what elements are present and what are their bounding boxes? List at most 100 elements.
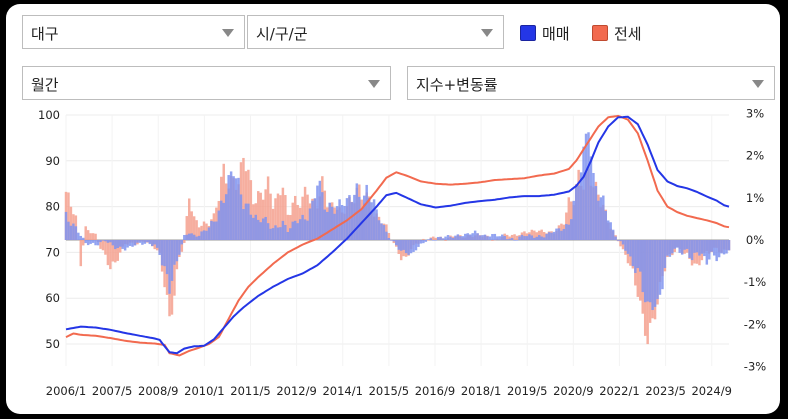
sale-rate-bar — [390, 240, 393, 241]
jeonse-rate-bar — [69, 206, 73, 240]
sale-rate-bar — [109, 240, 112, 243]
sale-rate-bar — [104, 240, 107, 242]
sale-rate-bar — [434, 240, 437, 241]
sale-rate-bar — [700, 240, 704, 254]
jeonse-rate-bar — [106, 240, 110, 266]
metric-select[interactable]: 지수+변동률 — [407, 66, 775, 100]
sale-rate-bar — [261, 218, 265, 240]
sale-rate-bar — [370, 202, 373, 240]
sale-rate-bar — [493, 233, 497, 240]
sale-rate-bar — [589, 156, 593, 240]
sale-rate-bar — [99, 240, 102, 243]
sale-rate-bar — [296, 223, 299, 240]
x-tick-label: 2006/1 — [46, 384, 86, 398]
sale-rate-bar — [362, 195, 366, 240]
sale-rate-bar — [188, 233, 191, 240]
jeonse-rate-bar — [505, 234, 509, 240]
sale-rate-bar — [101, 240, 105, 241]
sale-rate-bar — [547, 232, 551, 240]
sale-rate-bar — [72, 223, 75, 240]
sale-rate-bar — [306, 220, 309, 240]
sale-rate-bar — [545, 233, 548, 240]
x-tick-label: 2024/9 — [691, 384, 731, 398]
sale-rate-bar — [685, 240, 689, 249]
sale-rate-bar — [552, 231, 556, 240]
sale-rate-bar — [276, 227, 280, 240]
sale-rate-bar — [183, 235, 186, 240]
sale-rate-bar — [404, 240, 408, 254]
sale-rate-bar — [609, 222, 612, 240]
sale-rate-bar — [163, 240, 166, 267]
sale-rate-bar — [680, 240, 684, 255]
sale-rate-bar — [533, 237, 536, 240]
sale-rate-bar — [131, 240, 134, 247]
jeonse-rate-bar — [242, 157, 245, 240]
sale-rate-bar — [473, 230, 477, 240]
sale-rate-bar — [254, 214, 258, 240]
period-select[interactable]: 월간 — [22, 66, 391, 100]
sale-rate-bar — [683, 240, 686, 250]
sale-rate-bar — [449, 236, 452, 240]
sale-rate-bar — [180, 240, 184, 245]
jeonse-rate-bar — [535, 232, 538, 240]
jeonse-rate-bar — [79, 240, 83, 267]
sale-rate-bar — [648, 240, 652, 303]
sale-rate-bar — [436, 236, 440, 240]
jeonse-rate-bar — [153, 240, 156, 250]
sale-rate-bar — [358, 196, 361, 240]
sale-rate-bar — [693, 240, 696, 253]
jeonse-rate-bar — [67, 192, 70, 240]
sale-rate-bar — [375, 209, 378, 240]
sale-rate-bar — [510, 238, 514, 240]
jeonse-rate-bar — [185, 216, 189, 240]
sale-rate-bar — [446, 235, 450, 240]
sale-rate-bar — [639, 240, 642, 272]
jeonse-rate-bar — [259, 192, 262, 240]
jeonse-rate-bar — [508, 236, 511, 240]
sale-swatch-icon — [520, 25, 536, 41]
jeonse-rate-bar — [530, 229, 534, 240]
jeonse-rate-bar — [523, 231, 526, 240]
sale-rate-bar — [582, 146, 585, 240]
jeonse-rate-bar — [269, 193, 272, 240]
sale-rate-bar — [170, 240, 174, 281]
sale-rate-bar — [350, 202, 354, 240]
sale-rate-bar — [266, 223, 270, 240]
sale-rate-bar — [631, 240, 635, 267]
jeonse-rate-bar — [491, 240, 494, 241]
chevron-down-icon — [222, 29, 234, 37]
jeonse-rate-bar — [567, 197, 571, 240]
sale-rate-bar — [79, 235, 83, 240]
sale-rate-bar — [385, 231, 388, 240]
sale-rate-bar — [725, 240, 728, 254]
y-right-tick-label: 1% — [746, 191, 764, 205]
sale-rate-bar — [555, 228, 558, 240]
sale-rate-bar — [284, 224, 287, 240]
sale-rate-bar — [146, 240, 149, 243]
legend-label-jeonse: 전세 — [614, 25, 642, 43]
jeonse-rate-bar — [284, 195, 287, 240]
sale-rate-bar — [136, 240, 139, 243]
jeonse-rate-bar — [188, 198, 191, 240]
subregion-select[interactable]: 시/구/군 — [247, 15, 504, 49]
sale-rate-bar — [318, 180, 322, 240]
sale-rate-bar — [380, 223, 383, 240]
jeonse-rate-bar — [101, 240, 105, 251]
sale-rate-bar — [486, 236, 489, 240]
sale-rate-bar — [488, 236, 492, 240]
jeonse-rate-bar — [84, 226, 87, 240]
sale-rate-bar — [703, 240, 706, 257]
sale-rate-bar — [503, 236, 506, 240]
sale-rate-bar — [471, 233, 474, 240]
metric-select-value: 지수+변동률 — [416, 76, 498, 94]
sale-rate-bar — [367, 197, 371, 240]
sale-rate-bar — [537, 235, 541, 240]
sale-rate-bar — [229, 171, 233, 240]
sale-rate-bar — [476, 233, 479, 240]
region-select[interactable]: 대구 — [22, 15, 245, 49]
x-tick-label: 2010/1 — [184, 384, 224, 398]
chevron-down-icon — [368, 80, 380, 88]
jeonse-rate-bar — [190, 211, 193, 240]
sale-rate-bar — [323, 209, 327, 240]
sale-rate-bar — [520, 234, 524, 240]
